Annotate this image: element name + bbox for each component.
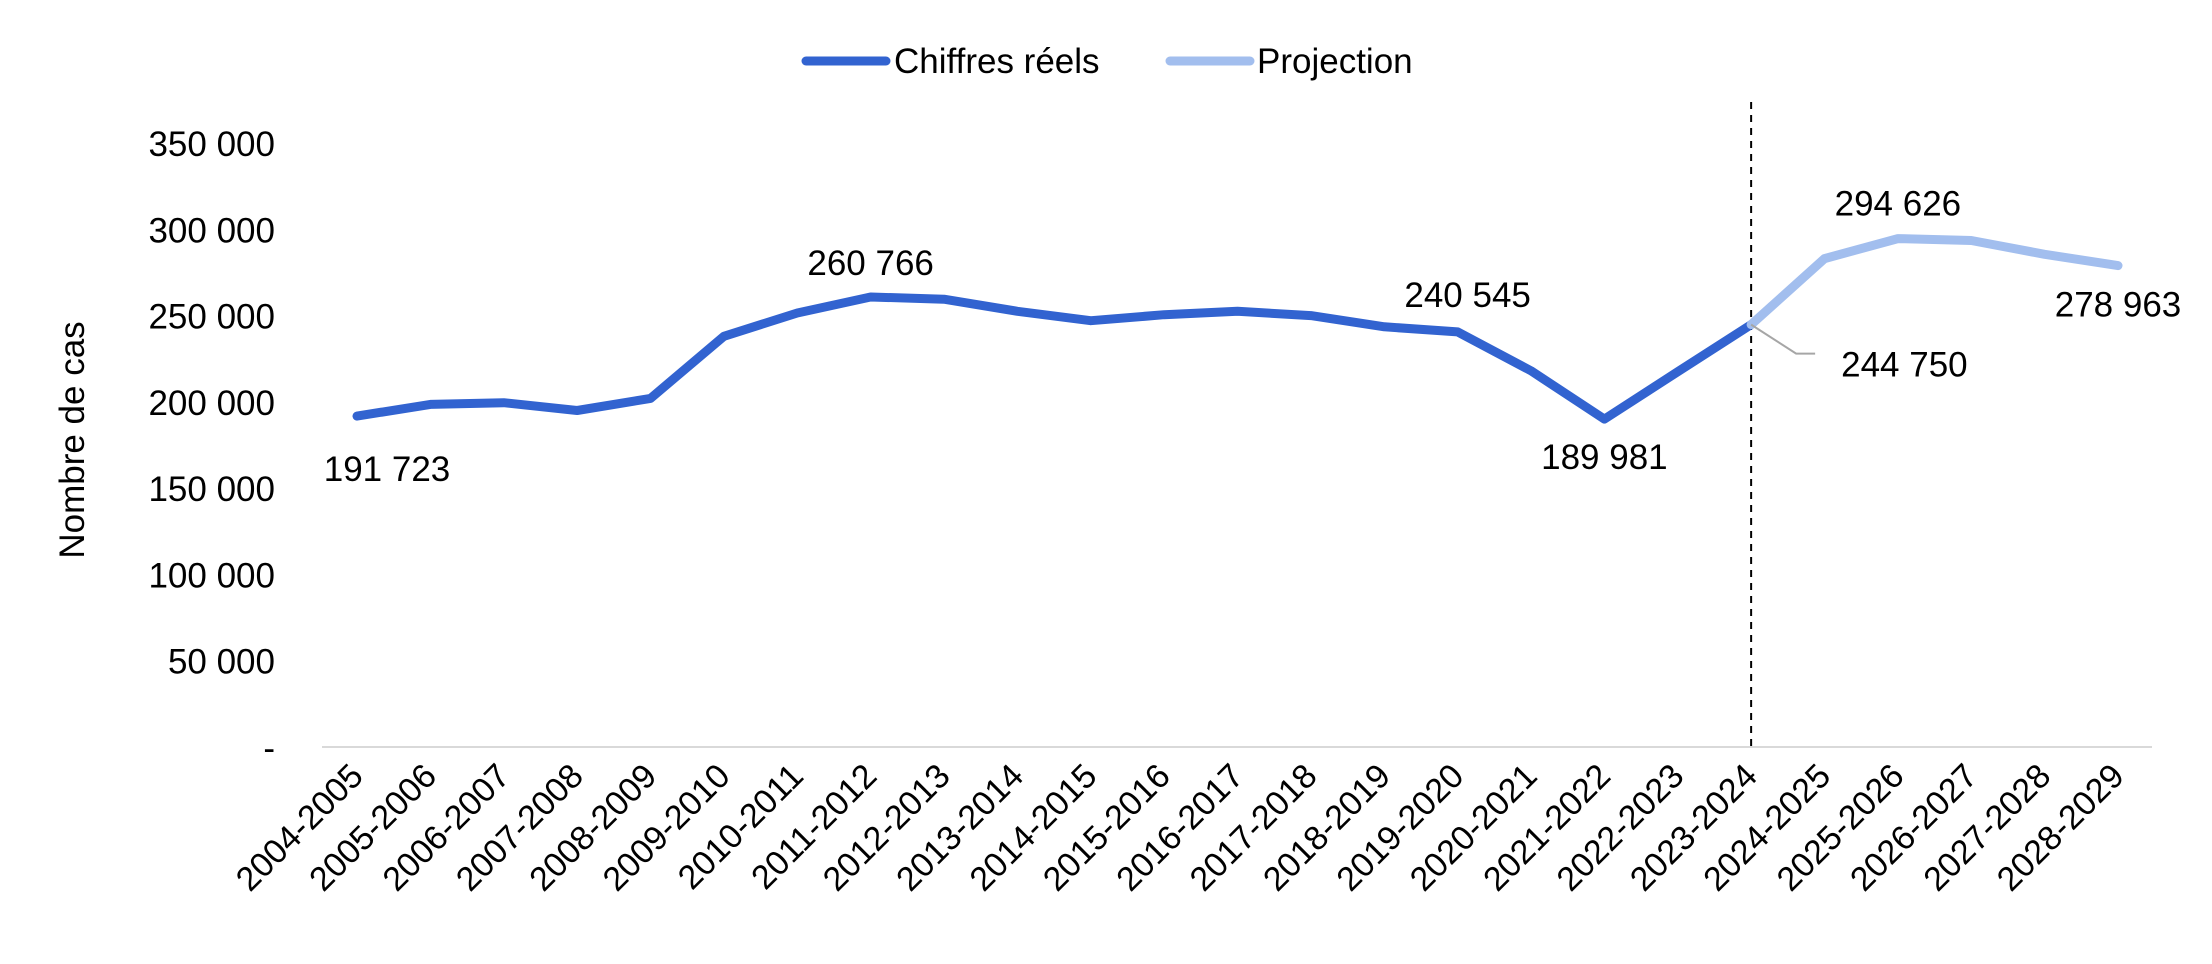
y-tick-label-7: 350 000 bbox=[148, 125, 275, 164]
x-axis-ticks: 2004-20052005-20062006-20072007-20082008… bbox=[229, 757, 2132, 899]
y-tick-label-3: 150 000 bbox=[148, 470, 275, 509]
y-tick-label-0: - bbox=[263, 729, 275, 768]
data-label-5: 294 626 bbox=[1835, 185, 1962, 224]
legend: Chiffres réels Projection bbox=[801, 42, 1413, 81]
y-tick-label-4: 200 000 bbox=[148, 384, 275, 423]
y-tick-label-1: 50 000 bbox=[168, 643, 275, 682]
data-labels: 191 723 260 766 240 545 189 981 244 750 294 6… bbox=[324, 185, 2182, 490]
series-line-1 bbox=[1746, 234, 2123, 330]
y-tick-label-6: 300 000 bbox=[148, 211, 275, 250]
y-axis-ticks: - 50 000 100 000 150 000 200 000 250 000 300 0… bbox=[148, 125, 275, 768]
legend-label-actual: Chiffres réels bbox=[894, 42, 1100, 81]
data-label-leader-4 bbox=[1750, 323, 1816, 355]
data-label-1: 260 766 bbox=[807, 244, 934, 283]
data-label-2: 240 545 bbox=[1404, 276, 1531, 315]
data-label-6: 278 963 bbox=[2055, 286, 2182, 325]
y-tick-label-2: 100 000 bbox=[148, 556, 275, 595]
series-layer bbox=[352, 234, 2123, 424]
legend-label-projection: Projection bbox=[1257, 42, 1413, 81]
series-line-0 bbox=[352, 292, 1756, 424]
data-label-3: 189 981 bbox=[1541, 438, 1668, 477]
data-label-4: 244 750 bbox=[1841, 346, 1968, 385]
y-tick-label-5: 250 000 bbox=[148, 298, 275, 337]
data-label-0: 191 723 bbox=[324, 450, 451, 489]
y-axis-title: Nombre de cas bbox=[53, 321, 92, 558]
